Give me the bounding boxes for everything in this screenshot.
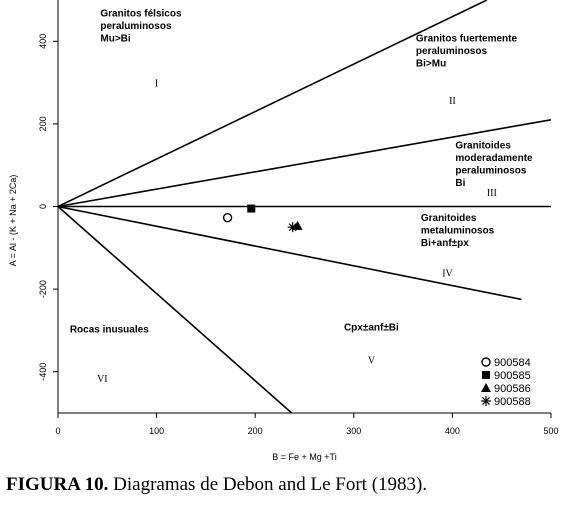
field-number-I: I — [155, 79, 158, 90]
field-label-line: metaluminosos — [421, 225, 495, 236]
data-point-900584 — [222, 212, 233, 223]
field-label-line: Bi+anf±px — [421, 238, 469, 249]
field-label-1: Granitos félsicos peraluminosos Mu>Bi — [100, 9, 182, 45]
legend-label-900584: 900584 — [494, 357, 531, 369]
boundary-line-1 — [58, 0, 488, 208]
y-tick-label: 400 — [38, 34, 48, 49]
caption-text: Diagramas de Debon and Le Fort (1983). — [108, 474, 428, 495]
field-label-line: Granitos fuertemente — [416, 33, 518, 44]
data-point-900585 — [247, 204, 256, 213]
field-number-III: III — [487, 188, 497, 199]
field-label-4: Granitoides metaluminosos Bi+anf±px — [421, 213, 495, 249]
legend-label-900588: 900588 — [494, 396, 531, 408]
legend-marker-900585 — [482, 371, 490, 379]
y-tick-label: -200 — [38, 280, 48, 298]
field-number-II: II — [449, 96, 456, 107]
x-tick-label: 400 — [445, 426, 460, 436]
legend-label-900586: 900586 — [494, 383, 531, 395]
star-stroke — [288, 223, 297, 232]
figure-caption: FIGURA 10. Diagramas de Debon and Le For… — [6, 474, 566, 496]
field-number-V: V — [368, 355, 376, 366]
field-number-IV: IV — [442, 269, 453, 280]
field-label-line: Granitoides — [421, 213, 477, 224]
x-tick-label: 200 — [248, 426, 263, 436]
field-label-6: Rocas inusuales — [70, 324, 149, 335]
x-tick-label: 0 — [55, 426, 60, 436]
field-label-line: Bi — [455, 178, 465, 189]
x-tick-label: 500 — [543, 426, 558, 436]
legend-marker-900586 — [481, 383, 491, 392]
caption-label: FIGURA 10. — [6, 474, 109, 495]
field-label-line: peraluminosos — [416, 46, 488, 57]
y-axis-title: A = Al - (K + Na + 2Ca) — [8, 175, 18, 267]
field-label-3: Granitoides moderadamente peraluminosos Bi — [455, 141, 533, 190]
boundary-lines — [58, 0, 551, 413]
boundary-line-5 — [58, 205, 293, 413]
field-label-line: Granitoides — [455, 141, 511, 152]
legend-marker-900588 — [481, 396, 491, 406]
data-point-900588 — [287, 222, 298, 233]
x-tick-label: 100 — [149, 426, 164, 436]
field-label-line: Bi>Mu — [416, 58, 446, 69]
star-stroke — [482, 397, 490, 405]
field-number-VI: VI — [97, 374, 108, 385]
x-axis-title: B = Fe + Mg +Ti — [272, 452, 336, 462]
x-tick-label: 300 — [346, 426, 361, 436]
legend-marker-900584 — [481, 357, 491, 367]
field-label-2: Granitos fuertemente peraluminosos Bi>Mu — [416, 33, 518, 69]
field-label-line: Mu>Bi — [100, 34, 131, 45]
field-label-line: Cpx±anf±Bi — [344, 322, 399, 333]
legend-label-900585: 900585 — [494, 370, 531, 382]
y-tick-label: -400 — [38, 363, 48, 381]
field-label-line: peraluminosos — [455, 166, 527, 177]
field-label-line: Granitos félsicos — [100, 9, 182, 20]
field-label-line: Rocas inusuales — [70, 324, 149, 335]
field-label-line: moderadamente — [455, 153, 533, 164]
field-label-5: Cpx±anf±Bi — [344, 322, 399, 333]
boundary-line-2 — [58, 118, 551, 208]
boundary-line-4 — [58, 205, 522, 301]
field-label-line: peraluminosos — [100, 21, 172, 32]
y-tick-label: 0 — [38, 204, 48, 209]
y-tick-label: 200 — [38, 116, 48, 131]
